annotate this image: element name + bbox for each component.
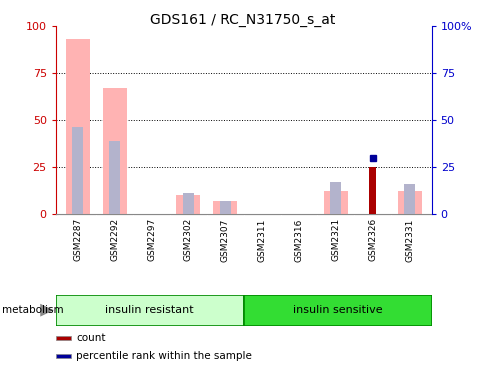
- Bar: [213, 201, 237, 214]
- Text: GSM2292: GSM2292: [110, 218, 119, 261]
- Bar: [330, 182, 341, 214]
- Text: GSM2316: GSM2316: [294, 218, 303, 262]
- Text: percentile rank within the sample: percentile rank within the sample: [76, 351, 252, 361]
- Bar: [368, 167, 376, 214]
- Bar: [219, 201, 230, 214]
- Bar: [103, 88, 126, 214]
- Text: GSM2311: GSM2311: [257, 218, 266, 262]
- Text: insulin resistant: insulin resistant: [105, 305, 194, 315]
- Text: metabolism: metabolism: [2, 305, 64, 315]
- Bar: [66, 39, 90, 214]
- FancyBboxPatch shape: [243, 295, 431, 326]
- FancyBboxPatch shape: [56, 295, 243, 326]
- Bar: [109, 141, 120, 214]
- Bar: [403, 184, 414, 214]
- Bar: [56, 336, 71, 340]
- Text: GSM2307: GSM2307: [220, 218, 229, 262]
- Text: GSM2321: GSM2321: [331, 218, 340, 261]
- Text: GSM2302: GSM2302: [183, 218, 193, 261]
- Bar: [176, 195, 200, 214]
- Text: GDS161 / RC_N31750_s_at: GDS161 / RC_N31750_s_at: [150, 13, 334, 27]
- Bar: [323, 191, 347, 214]
- Text: GSM2331: GSM2331: [404, 218, 413, 262]
- Text: insulin sensitive: insulin sensitive: [292, 305, 382, 315]
- Text: GSM2326: GSM2326: [367, 218, 377, 261]
- Polygon shape: [40, 304, 54, 317]
- Text: count: count: [76, 333, 106, 343]
- Bar: [56, 354, 71, 358]
- Bar: [72, 127, 83, 214]
- Text: GSM2297: GSM2297: [147, 218, 156, 261]
- Bar: [182, 193, 194, 214]
- Bar: [397, 191, 421, 214]
- Text: GSM2287: GSM2287: [73, 218, 82, 261]
